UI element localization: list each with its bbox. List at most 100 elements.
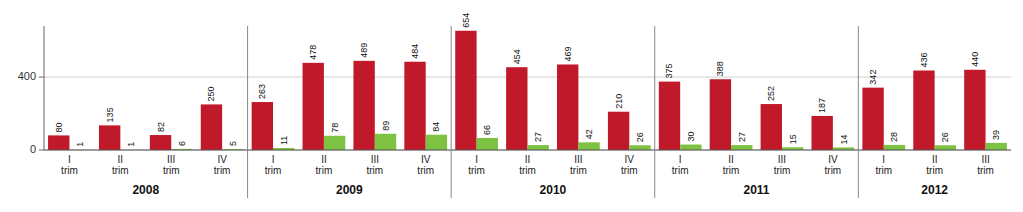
data-label: 489 xyxy=(359,43,369,58)
category-label-line: I xyxy=(68,154,71,165)
category-label-line: III xyxy=(167,154,175,165)
data-label: 6 xyxy=(177,141,187,146)
y-axis: 0 400 xyxy=(18,26,1011,155)
category-label-line: II xyxy=(321,154,327,165)
category-label: Itrim xyxy=(672,154,689,176)
data-label: 263 xyxy=(257,84,267,99)
bar xyxy=(608,112,629,150)
category-label-line: IV xyxy=(421,154,431,165)
bar xyxy=(761,104,782,150)
category-label-line: trim xyxy=(316,165,333,176)
group-separator xyxy=(247,26,248,198)
category-label: Itrim xyxy=(468,154,485,176)
category-label-line: trim xyxy=(112,165,129,176)
data-label: 5 xyxy=(228,141,238,146)
category-label-line: trim xyxy=(926,165,943,176)
category-label-line: I xyxy=(272,154,275,165)
data-label: 250 xyxy=(206,86,216,101)
category-label-line: III xyxy=(371,154,379,165)
bar xyxy=(884,145,905,150)
category-label-line: III xyxy=(981,154,989,165)
data-label: 27 xyxy=(737,132,747,142)
data-label: 375 xyxy=(664,64,674,79)
category-label-line: trim xyxy=(825,165,842,176)
data-label: 187 xyxy=(817,98,827,113)
data-label: 210 xyxy=(614,94,624,109)
category-label-line: II xyxy=(728,154,734,165)
category-label-line: II xyxy=(118,154,124,165)
category-label: Itrim xyxy=(875,154,892,176)
bar xyxy=(375,134,396,150)
bar xyxy=(964,70,985,150)
data-label: 478 xyxy=(308,45,318,60)
category-label: IItrim xyxy=(926,154,943,176)
bar xyxy=(578,142,599,150)
category-label-line: trim xyxy=(621,165,638,176)
bar xyxy=(99,125,120,150)
tick-mark xyxy=(39,150,44,151)
category-label-line: trim xyxy=(417,165,434,176)
bar xyxy=(252,102,273,150)
category-label: Itrim xyxy=(265,154,282,176)
category-label: IIItrim xyxy=(570,154,587,176)
bar xyxy=(506,67,527,150)
data-label: 454 xyxy=(512,49,522,64)
category-label-line: trim xyxy=(774,165,791,176)
group-label: 2011 xyxy=(744,183,770,197)
data-labels: 8013582250263478489484654454469210375388… xyxy=(54,13,1001,147)
group-separator xyxy=(858,26,859,198)
bar xyxy=(659,82,680,150)
data-label: 30 xyxy=(686,132,696,142)
data-label: 654 xyxy=(461,13,471,28)
category-label: IIItrim xyxy=(163,154,180,176)
category-label-line: trim xyxy=(214,165,231,176)
bar xyxy=(477,138,498,150)
data-label: 14 xyxy=(839,134,849,144)
tick-label: 400 xyxy=(18,70,36,82)
bar xyxy=(404,62,425,150)
bars xyxy=(48,31,1007,150)
data-label: 84 xyxy=(431,122,441,132)
data-label: 89 xyxy=(381,121,391,131)
category-label-line: trim xyxy=(672,165,689,176)
bar xyxy=(811,116,832,150)
bar xyxy=(710,79,731,150)
category-label-line: trim xyxy=(61,165,78,176)
group-label: 2012 xyxy=(921,183,948,197)
category-label-line: III xyxy=(778,154,786,165)
group-label: 2010 xyxy=(540,183,567,197)
category-label-line: trim xyxy=(875,165,892,176)
data-label: 440 xyxy=(970,52,980,67)
bar xyxy=(455,31,476,150)
tick-mark xyxy=(39,77,44,78)
data-label: 27 xyxy=(533,132,543,142)
bar xyxy=(201,104,222,150)
group-label: 2008 xyxy=(132,183,159,197)
bar xyxy=(48,135,69,150)
data-label: 66 xyxy=(482,125,492,135)
category-label: IIItrim xyxy=(977,154,994,176)
grid-line xyxy=(44,150,1011,151)
data-label: 15 xyxy=(788,134,798,144)
category-label: IVtrim xyxy=(214,154,231,176)
bar xyxy=(986,143,1007,150)
group-separator xyxy=(451,26,452,198)
category-label-line: III xyxy=(574,154,582,165)
category-label-line: trim xyxy=(570,165,587,176)
category-label: IVtrim xyxy=(417,154,434,176)
category-label-line: IV xyxy=(217,154,227,165)
category-label-line: trim xyxy=(468,165,485,176)
data-label: 1 xyxy=(75,142,85,147)
tick-label: 0 xyxy=(30,143,36,155)
group-separator xyxy=(654,26,655,198)
y-axis-line xyxy=(44,26,45,150)
data-label: 42 xyxy=(584,129,594,139)
category-label-line: trim xyxy=(519,165,536,176)
category-label-line: I xyxy=(679,154,682,165)
bar xyxy=(353,61,374,150)
category-label-line: trim xyxy=(977,165,994,176)
data-label: 388 xyxy=(715,61,725,76)
category-label: IIItrim xyxy=(774,154,791,176)
data-label: 39 xyxy=(991,130,1001,140)
data-label: 135 xyxy=(105,107,115,122)
